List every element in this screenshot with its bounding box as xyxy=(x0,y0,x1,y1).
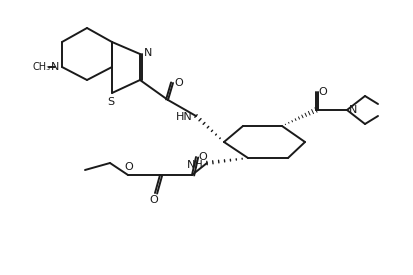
Text: HN: HN xyxy=(176,112,192,122)
Text: S: S xyxy=(107,97,114,107)
Text: N: N xyxy=(349,105,357,115)
Text: O: O xyxy=(318,87,328,97)
Text: O: O xyxy=(125,162,133,172)
Text: O: O xyxy=(199,152,207,162)
Text: O: O xyxy=(175,78,183,88)
Text: NH: NH xyxy=(187,160,203,170)
Text: O: O xyxy=(150,195,158,205)
Text: N: N xyxy=(51,62,59,72)
Text: CH₃: CH₃ xyxy=(33,62,51,72)
Text: N: N xyxy=(144,48,152,58)
